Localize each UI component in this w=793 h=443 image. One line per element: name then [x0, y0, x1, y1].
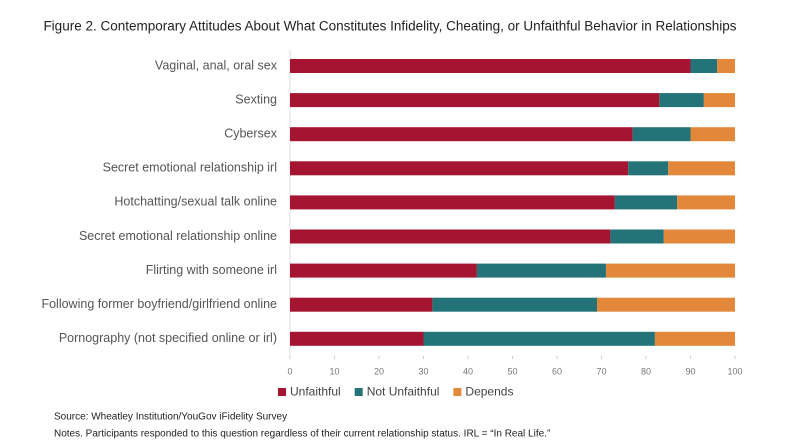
legend-swatch	[354, 388, 363, 396]
bar-segment	[290, 263, 477, 278]
bar-segment	[717, 59, 735, 73]
x-tick-label: 40	[463, 366, 473, 376]
category-label: Following former boyfriend/girlfriend on…	[41, 297, 277, 311]
x-tick-label: 70	[596, 366, 606, 376]
bar-segment	[605, 263, 735, 278]
bar-segment	[610, 229, 664, 244]
bar-segment	[290, 331, 424, 346]
bar-segment	[632, 127, 691, 142]
legend-label: Not Unfaithful	[367, 385, 440, 399]
x-tick-label: 30	[418, 366, 428, 376]
bar-segment	[423, 331, 655, 346]
bar-segment	[668, 161, 735, 176]
bar-segment	[628, 161, 669, 176]
bar-segment	[654, 331, 735, 346]
bar-segment	[703, 93, 735, 108]
legend-label: Unfaithful	[290, 385, 341, 399]
legend-swatch	[453, 388, 462, 396]
x-tick-label: 80	[641, 366, 651, 376]
x-tick-label: 10	[329, 366, 339, 376]
bar-segment	[476, 263, 606, 278]
category-label: Flirting with someone irl	[146, 263, 277, 277]
bar-segment	[677, 195, 735, 210]
bar-segment	[290, 93, 660, 108]
x-tick-label: 50	[507, 366, 517, 376]
bar-segment	[290, 195, 615, 210]
legend-swatch	[278, 388, 286, 396]
bar-segment	[290, 229, 611, 244]
category-label: Secret emotional relationship irl	[103, 161, 277, 175]
category-label: Secret emotional relationship online	[79, 229, 277, 243]
category-label: Vaginal, anal, oral sex	[155, 58, 278, 72]
category-label: Hotchatting/sexual talk online	[114, 195, 277, 209]
x-tick-label: 60	[552, 366, 562, 376]
x-tick-label: 90	[685, 366, 695, 376]
legend-label: Depends	[465, 385, 513, 399]
chart-title: Figure 2. Contemporary Attitudes About W…	[43, 19, 736, 34]
bar-segment	[690, 59, 718, 73]
bar-segment	[614, 195, 678, 210]
bar-segment	[432, 297, 598, 312]
x-tick-label: 20	[374, 366, 384, 376]
bar-segment	[659, 93, 704, 108]
source-note: Source: Wheatley Institution/YouGov iFid…	[54, 412, 287, 423]
category-label: Cybersex	[224, 126, 278, 140]
category-label: Sexting	[235, 92, 277, 106]
bar-segment	[597, 297, 735, 312]
bar-segment	[690, 127, 735, 142]
bar-segment	[290, 59, 691, 73]
bar-segment	[663, 229, 735, 244]
bar-segment	[290, 297, 433, 312]
notes: Notes. Participants responded to this qu…	[54, 429, 550, 440]
category-label: Pornography (not specified online or irl…	[59, 331, 277, 345]
x-tick-label: 100	[727, 366, 742, 376]
bar-segment	[290, 161, 629, 176]
bar-segment	[290, 127, 633, 142]
x-tick-label: 0	[287, 366, 292, 376]
